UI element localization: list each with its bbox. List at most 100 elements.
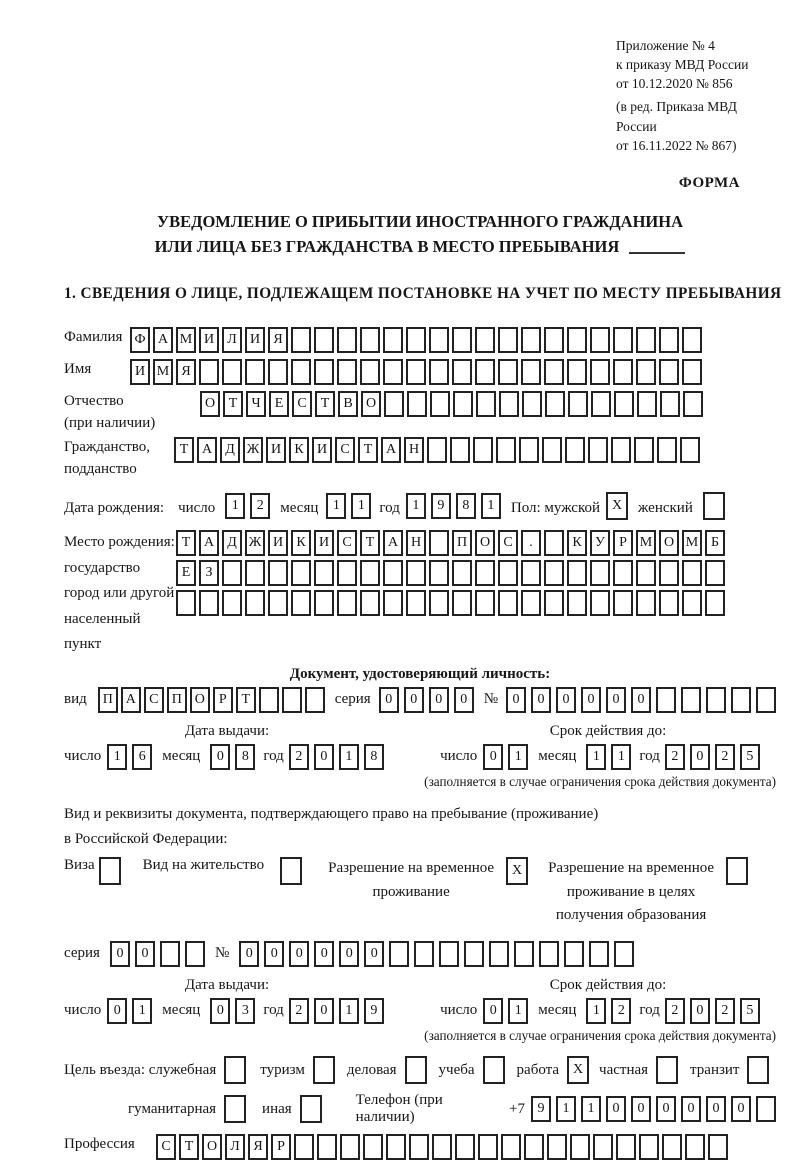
char-box[interactable]: 1: [586, 743, 607, 770]
checkbox[interactable]: [482, 1056, 505, 1085]
char-box[interactable]: И: [312, 436, 332, 463]
char-box[interactable]: 0: [364, 941, 385, 968]
char-box[interactable]: [245, 359, 265, 386]
char-box[interactable]: [613, 359, 633, 386]
char-box[interactable]: 0: [506, 686, 526, 713]
char-box[interactable]: [452, 359, 472, 386]
char-box[interactable]: Е: [176, 560, 196, 587]
char-box[interactable]: [478, 1134, 498, 1161]
char-box[interactable]: [613, 560, 633, 587]
checkbox[interactable]: [224, 1095, 247, 1124]
sex-male-checkbox[interactable]: X: [606, 492, 629, 521]
char-box[interactable]: [613, 590, 633, 617]
char-box[interactable]: [406, 359, 426, 386]
char-box[interactable]: П: [97, 686, 118, 713]
char-box[interactable]: [570, 1134, 590, 1161]
char-box[interactable]: [591, 391, 611, 418]
char-box[interactable]: К: [567, 530, 587, 557]
char-box[interactable]: [682, 327, 702, 354]
char-box[interactable]: [304, 686, 325, 713]
char-box[interactable]: И: [245, 327, 265, 354]
char-box[interactable]: [291, 590, 311, 617]
char-box[interactable]: [637, 391, 657, 418]
char-box[interactable]: У: [590, 530, 610, 557]
char-box[interactable]: 1: [508, 743, 529, 770]
checkbox[interactable]: X: [506, 857, 529, 886]
char-box[interactable]: [406, 590, 426, 617]
char-box[interactable]: 0: [210, 743, 231, 770]
purpose-official-checkbox[interactable]: [224, 1056, 247, 1085]
char-box[interactable]: Д: [222, 530, 242, 557]
char-box[interactable]: О: [361, 391, 381, 418]
char-box[interactable]: 0: [681, 1096, 701, 1123]
char-box[interactable]: 8: [363, 743, 384, 770]
char-box[interactable]: [636, 327, 656, 354]
char-box[interactable]: М: [636, 530, 656, 557]
char-box[interactable]: М: [682, 530, 702, 557]
char-box[interactable]: [613, 327, 633, 354]
char-box[interactable]: 0: [631, 686, 651, 713]
char-box[interactable]: 0: [378, 686, 399, 713]
char-box[interactable]: Т: [360, 530, 380, 557]
checkbox[interactable]: [224, 1056, 247, 1085]
char-box[interactable]: [429, 327, 449, 354]
option-residence-permit-checkbox[interactable]: [280, 857, 303, 886]
char-box[interactable]: З: [199, 560, 219, 587]
char-box[interactable]: [473, 436, 493, 463]
char-box[interactable]: 2: [664, 998, 685, 1025]
option-visa-checkbox[interactable]: [98, 857, 121, 886]
char-box[interactable]: Д: [220, 436, 240, 463]
char-box[interactable]: [659, 359, 679, 386]
char-box[interactable]: Ч: [246, 391, 266, 418]
char-box[interactable]: [314, 590, 334, 617]
char-box[interactable]: 6: [132, 743, 153, 770]
char-box[interactable]: Н: [404, 436, 424, 463]
char-box[interactable]: [590, 560, 610, 587]
char-box[interactable]: [389, 941, 410, 968]
char-box[interactable]: [176, 590, 196, 617]
char-box[interactable]: [521, 359, 541, 386]
char-box[interactable]: Р: [212, 686, 233, 713]
char-box[interactable]: [682, 590, 702, 617]
char-box[interactable]: 0: [339, 941, 360, 968]
char-box[interactable]: [384, 391, 404, 418]
char-box[interactable]: [564, 941, 585, 968]
char-box[interactable]: [314, 327, 334, 354]
char-box[interactable]: 5: [739, 743, 760, 770]
char-box[interactable]: 1: [326, 493, 347, 520]
char-box[interactable]: 0: [134, 941, 155, 968]
char-box[interactable]: [683, 391, 703, 418]
char-box[interactable]: Т: [176, 530, 196, 557]
char-box[interactable]: [614, 941, 635, 968]
char-box[interactable]: [519, 436, 539, 463]
checkbox[interactable]: [312, 1056, 335, 1085]
char-box[interactable]: 1: [581, 1096, 601, 1123]
char-box[interactable]: 2: [714, 743, 735, 770]
char-box[interactable]: Ж: [245, 530, 265, 557]
char-box[interactable]: [545, 391, 565, 418]
char-box[interactable]: [685, 1134, 705, 1161]
char-box[interactable]: [611, 436, 631, 463]
char-box[interactable]: [337, 327, 357, 354]
purpose-private-checkbox[interactable]: [656, 1056, 679, 1085]
char-box[interactable]: [453, 391, 473, 418]
char-box[interactable]: [544, 359, 564, 386]
char-box[interactable]: Я: [248, 1134, 268, 1161]
char-box[interactable]: 1: [338, 998, 359, 1025]
char-box[interactable]: [383, 560, 403, 587]
char-box[interactable]: [383, 327, 403, 354]
char-box[interactable]: [680, 436, 700, 463]
char-box[interactable]: [360, 560, 380, 587]
char-box[interactable]: К: [291, 530, 311, 557]
char-box[interactable]: [184, 941, 205, 968]
char-box[interactable]: [590, 590, 610, 617]
